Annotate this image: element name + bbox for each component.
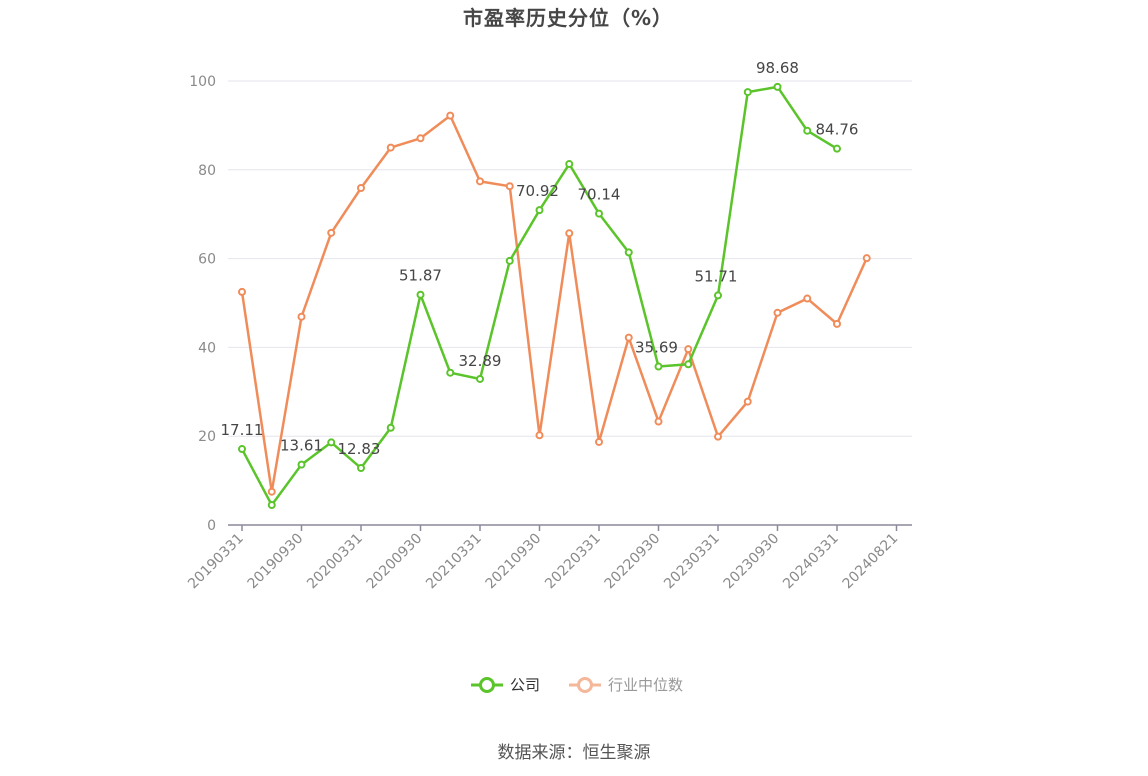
y-tick-label: 80 [198,163,216,179]
data-point [535,206,544,215]
data-point [267,487,276,496]
data-label: 13.61 [280,437,323,455]
data-point [297,460,306,469]
x-tick-label: 20210331 [423,531,485,593]
data-label: 17.11 [221,421,264,439]
legend-industry-median-icon [569,676,602,693]
data-point [833,319,841,328]
data-label: 12.83 [338,440,381,458]
data-label: 35.69 [635,339,678,357]
chart-title: 市盈率历史分位（%） [462,6,674,30]
data-point [833,144,841,153]
data-point [505,182,514,191]
data-point [862,254,871,263]
data-point [386,423,395,432]
x-tick-label: 20230331 [661,531,723,593]
data-point [386,143,395,152]
x-tick-label: 20200331 [304,531,366,593]
y-tick-label: 60 [198,252,216,268]
data-point [565,229,574,238]
data-point [714,291,722,300]
data-label: 84.76 [816,121,859,139]
data-point [297,312,306,321]
x-axis: 2019033120190930202003312020093020210331… [185,524,912,593]
data-point [743,397,752,406]
y-tick-label: 100 [189,74,216,90]
data-point [803,126,812,135]
x-tick-label: 20220930 [602,531,664,593]
data-point [446,368,455,377]
data-label: 98.68 [756,59,799,77]
x-tick-label: 20200930 [364,531,426,593]
legend-item-industry-median[interactable]: 行业中位数 [568,674,683,695]
x-tick-label: 20190331 [185,531,247,593]
x-tick-label: 20240331 [780,531,842,593]
data-point [773,82,782,91]
data-point [654,362,663,371]
data-point [803,294,812,303]
data-label: 51.87 [399,267,442,285]
x-tick-label: 20230930 [721,531,783,593]
data-source: 数据来源：恒生聚源 [497,743,651,763]
data-point [743,88,752,97]
data-point [624,248,633,257]
data-point [565,160,574,169]
series-company [238,82,841,510]
data-point [595,437,603,446]
y-axis-ticks: 0 20 40 60 80 100 [189,74,216,534]
data-point [416,290,425,299]
x-tick-label: 20220331 [542,531,604,593]
y-tick-label: 20 [198,429,216,445]
series-layer [238,82,871,510]
data-point [595,209,603,218]
grid-lines [228,80,912,437]
data-point [684,360,693,369]
data-point [416,134,425,143]
data-point [476,374,484,383]
x-tick-label: 20190930 [245,531,307,593]
data-label: 32.89 [459,352,502,370]
data-point [684,345,693,354]
data-point [714,432,722,441]
x-tick-label: 20210930 [483,531,545,593]
data-point [238,445,246,454]
data-point [654,417,663,426]
data-point [327,438,336,447]
legend-label-industry-median: 行业中位数 [608,676,684,694]
data-label: 51.71 [695,267,738,285]
data-point [535,431,544,440]
data-point [446,111,455,120]
data-point [357,184,365,193]
data-point [773,308,782,317]
legend-company-icon [471,676,503,693]
legend-label-company: 公司 [510,676,541,694]
data-point [624,333,633,342]
data-label: 70.92 [516,182,559,200]
data-point [476,177,484,186]
data-point [267,501,276,510]
data-point [238,287,246,296]
series-line [240,114,868,493]
data-point [505,256,514,265]
data-point [357,464,365,473]
data-labels: 17.11 13.61 12.83 51.87 32.89 70.92 70.14 35.69… [221,59,859,458]
legend-item-company[interactable]: 公司 [470,674,540,695]
data-label: 70.14 [578,186,621,204]
y-tick-label: 40 [198,340,216,356]
series-industry-median [238,111,871,496]
x-tick-label: 20240821 [840,531,902,593]
y-tick-label: 0 [207,518,216,534]
legend: 公司 行业中位数 [470,674,683,695]
data-point [327,228,336,237]
